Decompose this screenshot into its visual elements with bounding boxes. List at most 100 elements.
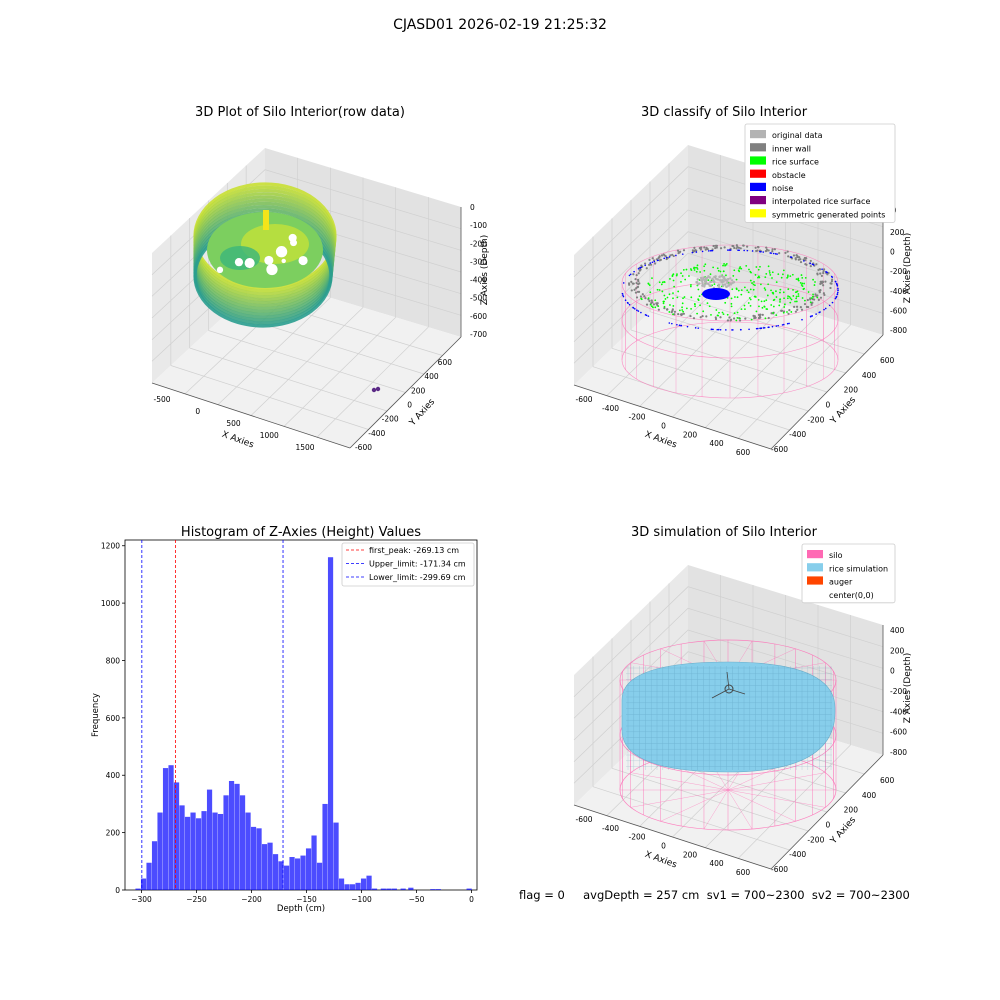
noise-point xyxy=(637,310,640,312)
inner-wall-point xyxy=(778,252,781,255)
inner-wall-point xyxy=(673,313,676,316)
histogram-bar xyxy=(333,822,339,890)
rice-surface-point xyxy=(783,303,786,306)
rice-surface-point xyxy=(722,313,725,315)
x-tick-label: 0 xyxy=(661,422,666,431)
z-axis-label: Z Axies (Depth) xyxy=(480,235,490,306)
auger-arm xyxy=(728,688,746,695)
noise-point xyxy=(636,309,638,312)
outlier-point xyxy=(375,386,381,392)
noise-point xyxy=(801,318,803,321)
noise-point xyxy=(836,285,839,287)
noise-point xyxy=(762,327,765,329)
noise-point xyxy=(821,268,823,270)
rice-surface-point xyxy=(730,297,733,300)
inner-wall-point xyxy=(637,283,640,286)
original-data-point xyxy=(703,280,707,283)
point-cloud xyxy=(193,182,337,328)
rice-surface-point xyxy=(662,302,665,305)
rice-surface-point xyxy=(712,266,715,269)
inner-wall-point xyxy=(630,280,633,283)
x-tick-label: 200 xyxy=(683,430,698,439)
noise-point xyxy=(691,251,694,254)
legend-label: first_peak: -269.13 cm xyxy=(369,546,459,555)
rice-surface-point xyxy=(764,317,767,320)
inner-wall-point xyxy=(765,246,768,249)
rice-surface-point xyxy=(745,264,748,267)
histogram-bar xyxy=(272,854,279,890)
rice-surface-point xyxy=(682,268,685,271)
z-axis-label: Z Axies (Depth) xyxy=(903,233,913,304)
noise-point xyxy=(678,324,681,327)
y-tick-label: 1000 xyxy=(101,599,120,608)
rice-surface-point xyxy=(801,282,804,285)
rice-surface-point xyxy=(722,264,724,267)
inner-wall-point xyxy=(807,305,810,309)
rice-surface-point xyxy=(680,280,682,283)
rice-surface-point xyxy=(790,311,793,313)
rice-surface-point xyxy=(682,310,685,313)
noise-point xyxy=(775,325,778,327)
inner-wall-point xyxy=(648,258,651,261)
rice-surface-point xyxy=(658,281,661,284)
rice-surface-point xyxy=(681,275,684,277)
rice-surface-point xyxy=(697,298,700,301)
original-data-point xyxy=(707,282,710,286)
rice-surface-point xyxy=(749,304,752,307)
noise-point xyxy=(826,271,828,274)
x-tick-label: -600 xyxy=(575,395,592,404)
inner-wall-point xyxy=(754,246,757,249)
noise-point xyxy=(825,270,827,273)
rice-surface-point xyxy=(671,274,674,277)
rice-surface-point xyxy=(804,276,807,279)
panel-simulation-3d-plot: 3D simulation of Silo Interior-600-400-2… xyxy=(573,525,913,877)
inner-wall-point xyxy=(829,282,832,285)
axes-pane-floor xyxy=(574,275,883,449)
rice-surface-point xyxy=(778,304,781,307)
y-tick-label: 200 xyxy=(411,386,426,395)
histogram-bar xyxy=(300,855,306,890)
inner-wall-point xyxy=(645,267,648,270)
rice-surface-point xyxy=(743,304,746,307)
noise-point xyxy=(628,303,631,306)
inner-wall-point xyxy=(641,293,644,296)
rice-surface-point xyxy=(791,273,794,276)
rice-surface-point xyxy=(722,270,725,273)
y-tick-label: -600 xyxy=(355,443,372,452)
noise-point xyxy=(776,253,778,255)
z-tick-label: -600 xyxy=(890,728,907,737)
inner-wall-point xyxy=(803,256,806,260)
rice-surface-point xyxy=(681,306,683,309)
rice-surface-point xyxy=(797,295,800,298)
rice-surface-point xyxy=(813,284,816,286)
rice-surface-point xyxy=(739,266,742,268)
rice-surface-point xyxy=(772,312,775,314)
legend-label: Lower_limit: -299.69 cm xyxy=(369,573,466,582)
histogram-bar xyxy=(344,884,350,890)
panel-classify-3d-plot: 3D classify of Silo Interior-600-400-200… xyxy=(573,105,913,457)
inner-wall-point xyxy=(643,262,647,265)
noise-point xyxy=(834,297,837,300)
point-cloud-gap xyxy=(281,258,286,264)
z-tick-label: -200 xyxy=(890,687,907,696)
z-tick-label: 0 xyxy=(890,248,895,257)
rice-surface-point xyxy=(735,278,738,281)
rice-surface-point xyxy=(648,284,651,287)
auger-arm xyxy=(711,688,730,699)
x-axis-line xyxy=(573,384,772,450)
inner-wall-point xyxy=(704,248,707,251)
original-data-point xyxy=(704,276,708,280)
z-tick-label: -700 xyxy=(470,330,487,339)
histogram-bar xyxy=(283,865,290,890)
rice-surface-point xyxy=(757,268,760,271)
inner-wall-point xyxy=(728,316,731,319)
legend-swatch xyxy=(807,590,823,598)
rice-surface-point xyxy=(735,319,738,322)
legend-swatch xyxy=(750,156,766,165)
original-data-point xyxy=(730,279,734,282)
y-tick-label: 600 xyxy=(880,776,895,785)
legend-label: Upper_limit: -171.34 cm xyxy=(369,560,466,569)
noise-point xyxy=(710,249,713,252)
inner-wall-point xyxy=(765,249,768,252)
inner-wall-point xyxy=(705,315,708,318)
